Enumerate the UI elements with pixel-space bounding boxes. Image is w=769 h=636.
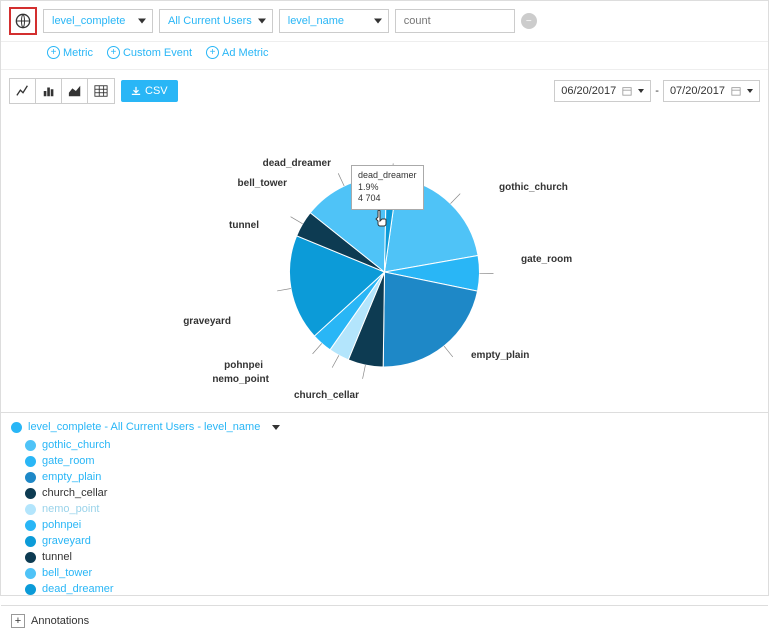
tooltip-value: 4 704 [358, 193, 417, 205]
add-custom-event-link[interactable]: Custom Event [107, 46, 192, 59]
date-start-picker[interactable]: 06/20/2017 [554, 80, 651, 102]
event-dropdown[interactable]: level_complete [43, 9, 153, 33]
area-chart-button[interactable] [62, 79, 88, 103]
tooltip-label: dead_dreamer [358, 170, 417, 182]
date-end-label: 07/20/2017 [670, 85, 725, 97]
app-container: level_complete All Current Users level_n… [0, 0, 769, 596]
pie-slice-label: bell_tower [238, 178, 287, 189]
csv-export-button[interactable]: CSV [121, 80, 178, 102]
aggregation-input[interactable] [395, 9, 515, 33]
bar-chart-icon [42, 84, 56, 98]
add-links-row: Metric Custom Event Ad Metric [1, 42, 768, 69]
pie-slice-label: nemo_point [212, 374, 269, 385]
legend-item[interactable]: graveyard [11, 533, 758, 549]
legend-swatch [25, 584, 36, 595]
legend-item[interactable]: gate_room [11, 453, 758, 469]
globe-icon [15, 13, 31, 29]
legend-item[interactable]: bell_tower [11, 565, 758, 581]
csv-button-label: CSV [145, 85, 168, 97]
legend-swatch [25, 472, 36, 483]
legend-item-label: dead_dreamer [42, 583, 114, 595]
segment-dropdown-label: All Current Users [168, 15, 252, 27]
area-chart-icon [68, 84, 82, 98]
pie-slice-label: church_cellar [294, 390, 359, 401]
chart-area: gothic_church gate_room empty_plain church_… [1, 112, 768, 412]
table-button[interactable] [88, 79, 114, 103]
add-metric-link[interactable]: Metric [47, 46, 93, 59]
legend-item-label: graveyard [42, 535, 91, 547]
add-ad-metric-label: Ad Metric [222, 47, 268, 59]
pie-slice-label: dead_dreamer [263, 158, 331, 169]
tooltip-percent: 1.9% [358, 182, 417, 194]
chart-type-group [9, 78, 115, 104]
legend-item[interactable]: empty_plain [11, 469, 758, 485]
pie-slice-label: graveyard [183, 316, 231, 327]
legend-item-label: gothic_church [42, 439, 111, 451]
legend-swatch [25, 520, 36, 531]
legend-item-label: nemo_point [42, 503, 100, 515]
pie-slice-label: tunnel [229, 220, 259, 231]
add-metric-label: Metric [63, 47, 93, 59]
legend-item-label: bell_tower [42, 567, 92, 579]
globe-button[interactable] [9, 7, 37, 35]
date-start-label: 06/20/2017 [561, 85, 616, 97]
chevron-down-icon [638, 89, 644, 93]
download-icon [131, 86, 141, 96]
legend-item[interactable]: church_cellar [11, 485, 758, 501]
add-ad-metric-link[interactable]: Ad Metric [206, 46, 268, 59]
remove-filter-button[interactable]: − [521, 13, 537, 29]
legend-swatch [25, 456, 36, 467]
line-chart-button[interactable] [10, 79, 36, 103]
legend-item-label: pohnpei [42, 519, 81, 531]
legend-header-swatch [11, 422, 22, 433]
legend-header[interactable]: level_complete - All Current Users - lev… [11, 421, 758, 433]
pie-slice-label: pohnpei [224, 360, 263, 371]
cursor-icon [375, 210, 391, 228]
date-separator: - [655, 85, 659, 97]
legend-swatch [25, 488, 36, 499]
chart-toolbar: CSV 06/20/2017 - 07/20/2017 [1, 69, 768, 112]
plus-icon: + [11, 614, 25, 628]
pie-slice-label: gothic_church [499, 182, 568, 193]
legend-panel: level_complete - All Current Users - lev… [1, 412, 768, 605]
filter-bar: level_complete All Current Users level_n… [1, 1, 768, 42]
legend-item-label: church_cellar [42, 487, 107, 499]
legend-item-label: tunnel [42, 551, 72, 563]
legend-item[interactable]: gothic_church [11, 437, 758, 453]
pie-chart[interactable] [0, 112, 769, 412]
legend-item[interactable]: dead_dreamer [11, 581, 758, 597]
legend-item[interactable]: pohnpei [11, 517, 758, 533]
line-chart-icon [16, 84, 30, 98]
legend-header-label: level_complete - All Current Users - lev… [28, 421, 260, 433]
bar-chart-button[interactable] [36, 79, 62, 103]
pie-slice-label: gate_room [521, 254, 572, 265]
annotations-toggle[interactable]: + Annotations [1, 605, 768, 636]
calendar-icon [622, 86, 632, 96]
segment-dropdown[interactable]: All Current Users [159, 9, 273, 33]
legend-swatch [25, 504, 36, 515]
date-range: 06/20/2017 - 07/20/2017 [554, 80, 760, 102]
date-end-picker[interactable]: 07/20/2017 [663, 80, 760, 102]
event-dropdown-label: level_complete [52, 15, 125, 27]
calendar-icon [731, 86, 741, 96]
chevron-down-icon [747, 89, 753, 93]
legend-item-label: gate_room [42, 455, 95, 467]
legend-item[interactable]: tunnel [11, 549, 758, 565]
legend-item-label: empty_plain [42, 471, 101, 483]
chart-tooltip: dead_dreamer 1.9% 4 704 [351, 165, 424, 210]
legend-swatch [25, 536, 36, 547]
table-icon [94, 84, 108, 98]
add-custom-event-label: Custom Event [123, 47, 192, 59]
annotations-label: Annotations [31, 615, 89, 627]
legend-item[interactable]: nemo_point [11, 501, 758, 517]
pie-slice-label: empty_plain [471, 350, 529, 361]
legend-swatch [25, 440, 36, 451]
legend-swatch [25, 552, 36, 563]
groupby-dropdown[interactable]: level_name [279, 9, 389, 33]
groupby-dropdown-label: level_name [288, 15, 344, 27]
legend-swatch [25, 568, 36, 579]
